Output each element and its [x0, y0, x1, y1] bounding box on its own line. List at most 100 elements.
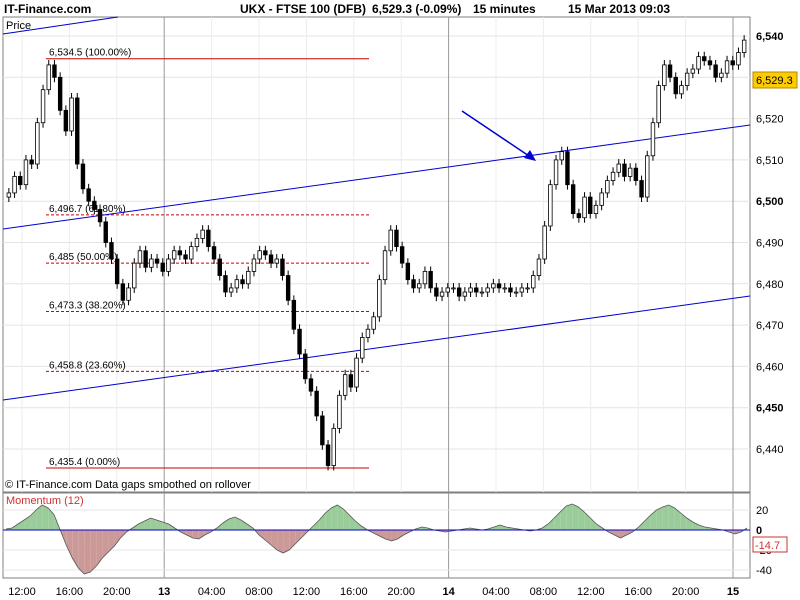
channel-upper-outer-line	[2, 16, 119, 35]
x-tick-label: 04:00	[198, 586, 226, 598]
candle-body	[730, 60, 735, 66]
last-price-tag	[752, 71, 798, 89]
candle-body	[92, 200, 97, 210]
candle-body	[23, 159, 29, 186]
candle-body	[348, 374, 354, 388]
momentum-area-segment	[192, 530, 199, 539]
candle-body	[86, 188, 91, 202]
momentum-y-tick-label: 0	[756, 525, 762, 537]
candle-body	[291, 299, 297, 330]
candle-body	[189, 246, 194, 260]
momentum-panel-label: Momentum (12)	[6, 495, 84, 507]
annotation-arrow	[461, 110, 536, 161]
momentum-area-segment	[271, 530, 278, 550]
momentum-area-segment	[12, 524, 19, 530]
momentum-area-segment	[114, 530, 121, 546]
y-tick-label: 6,540	[756, 31, 784, 43]
momentum-area-segment	[734, 530, 741, 534]
y-tick-label: 6,500	[756, 196, 784, 208]
candle-body	[513, 291, 519, 294]
site-title: IT-Finance.com	[4, 2, 92, 16]
momentum-area-segment	[102, 530, 109, 558]
y-tick-label: 6,470	[756, 320, 784, 332]
candle-body	[206, 229, 211, 248]
fib-level-label: 6,458.8 (23.60%)	[49, 360, 126, 371]
momentum-area-segment	[391, 530, 398, 541]
momentum-area-segment	[626, 530, 633, 535]
candle-body	[411, 279, 416, 289]
momentum-area-segment	[500, 525, 507, 530]
candle-body	[559, 151, 564, 161]
candle-body	[268, 254, 274, 264]
candle-body	[696, 56, 701, 70]
datetime-label: 15 Mar 2013 09:03	[568, 2, 671, 16]
momentum-area-segment	[186, 530, 193, 538]
x-tick-label: 20:00	[672, 586, 700, 598]
candle-body	[707, 60, 713, 66]
momentum-area-segment	[572, 504, 579, 530]
candle-body	[194, 237, 200, 248]
candle-body	[320, 415, 325, 446]
momentum-area-segment	[246, 524, 253, 530]
candle-body	[479, 291, 485, 294]
momentum-area-segment	[325, 508, 332, 530]
candle-body	[417, 283, 422, 289]
candle-body	[684, 72, 690, 86]
momentum-area-segment	[180, 530, 187, 535]
momentum-area-segment	[560, 506, 567, 530]
candle-body	[394, 229, 399, 248]
momentum-area-segment	[397, 530, 404, 539]
momentum-area-segment	[66, 530, 73, 558]
momentum-area-segment	[614, 530, 621, 538]
copyright-footer: © IT-Finance.com Data gaps smoothed on r…	[5, 479, 251, 491]
x-tick-label: 04:00	[482, 586, 510, 598]
x-tick-label: 20:00	[103, 586, 131, 598]
candle-body	[63, 109, 69, 132]
momentum-area-segment	[168, 524, 175, 530]
momentum-last-tag-text: -14.7	[755, 540, 780, 552]
candle-body	[246, 271, 251, 285]
y-tick-label: 6,510	[756, 155, 784, 167]
momentum-area-segment	[204, 530, 211, 535]
candle-body	[502, 287, 507, 290]
momentum-area-segment	[18, 520, 25, 530]
candle-body	[297, 328, 302, 355]
candle-body	[354, 357, 359, 388]
fib-level-label: 6,435.4 (0.00%)	[49, 457, 120, 468]
momentum-last-tag	[752, 536, 788, 553]
momentum-area-segment	[240, 520, 247, 530]
candle-body	[360, 337, 365, 359]
momentum-area-segment	[590, 518, 597, 530]
candle-body	[325, 444, 331, 466]
candle-body	[439, 291, 445, 297]
candle-body	[160, 262, 165, 272]
momentum-area-segment	[650, 510, 657, 530]
candle-body	[741, 39, 747, 53]
candle-body	[605, 180, 610, 194]
candle-body	[736, 52, 741, 66]
candle-body	[422, 271, 428, 285]
momentum-area-segment	[620, 530, 627, 538]
x-tick-label: 12:00	[8, 586, 36, 598]
candle-body	[240, 279, 245, 285]
candle-body	[599, 192, 604, 206]
momentum-area-segment	[548, 518, 555, 530]
x-tick-label: 16:00	[56, 586, 84, 598]
momentum-area-segment	[608, 530, 615, 535]
candle-body	[639, 180, 644, 198]
x-tick-label: 13	[158, 586, 170, 598]
candle-body	[251, 258, 257, 272]
momentum-area-segment	[692, 522, 699, 530]
last-price-tag-text: 6,529.3	[756, 75, 793, 87]
momentum-area-segment	[162, 522, 169, 530]
fib-level-label: 6,534.5 (100.00%)	[49, 48, 131, 59]
candle-body	[35, 122, 40, 165]
momentum-area-segment	[78, 530, 85, 574]
momentum-area-segment	[728, 530, 735, 534]
candle-body	[6, 192, 12, 198]
momentum-area-segment	[108, 530, 115, 552]
candle-body	[462, 291, 468, 297]
candle-body	[690, 68, 696, 74]
candle-body	[46, 64, 51, 91]
